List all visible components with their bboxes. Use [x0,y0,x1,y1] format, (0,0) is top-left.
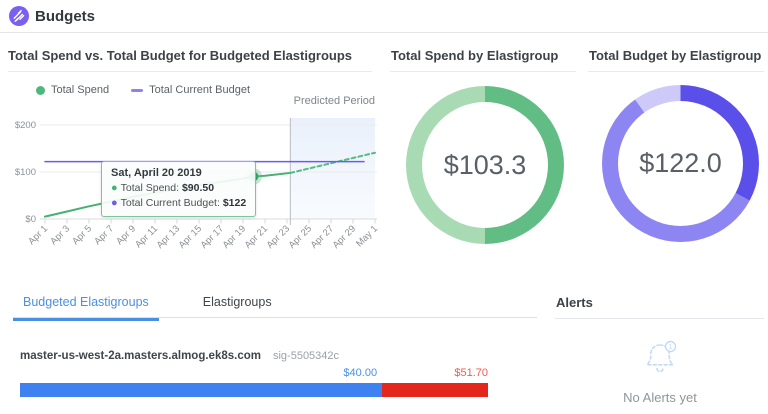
spend-amount-label: $40.00 [343,367,378,379]
bell-icon: 1 [555,336,765,385]
chart-tooltip: Sat, April 20 2019 ● Total Spend: $90.50 … [101,161,257,217]
svg-text:$0: $0 [25,214,36,225]
svg-text:$200: $200 [15,120,36,131]
elastigroup-row[interactable]: master-us-west-2a.masters.almog.ek8s.com… [20,350,339,362]
legend-item-total-current-budget[interactable]: Total Current Budget [131,84,250,96]
svg-text:Apr 21: Apr 21 [243,223,271,251]
legend-dash-icon [131,88,144,92]
svg-text:Apr 19: Apr 19 [221,223,249,251]
overspend-amount-label: $51.70 [454,367,488,379]
bullet-icon: ● [111,196,118,209]
svg-text:Apr 7: Apr 7 [92,223,116,247]
elastigroup-tabs: Budgeted Elastigroups Elastigroups [13,295,282,321]
tooltip-row-spend: ● Total Spend: $90.50 [111,181,215,194]
svg-text:Apr 17: Apr 17 [199,223,227,251]
app-header: Budgets [0,0,768,33]
svg-text:1: 1 [669,344,673,351]
legend-dot-icon [36,85,45,95]
divider [13,317,537,318]
tab-elastigroups[interactable]: Elastigroups [202,295,272,309]
total-budget-donut-chart[interactable]: $122.0 [602,85,759,242]
divider [588,71,764,72]
overspend-bar-segment [382,383,488,397]
spotinst-logo-icon [9,6,29,26]
legend-label: Total Current Budget [149,84,250,96]
svg-text:Apr 15: Apr 15 [177,223,205,251]
elastigroup-name: master-us-west-2a.masters.almog.ek8s.com [20,350,261,362]
tooltip-row-budget: ● Total Current Budget: $122 [111,196,247,209]
budget-progress-bar [20,383,488,397]
page-title: Budgets [35,8,95,25]
divider [8,71,372,72]
svg-text:Apr 29: Apr 29 [331,223,359,251]
svg-text:$100: $100 [15,167,36,178]
elastigroup-id: sig-5505342c [272,350,340,362]
alerts-title: Alerts [556,295,593,310]
spend-donut-title: Total Spend by Elastigroup [391,48,559,63]
bullet-icon: ● [111,181,118,194]
trend-section-title: Total Spend vs. Total Budget for Budgete… [8,48,353,63]
svg-text:Apr 25: Apr 25 [287,223,315,251]
legend-item-total-spend[interactable]: Total Spend [36,84,109,96]
divider [390,71,576,72]
tab-budgeted-elastigroups[interactable]: Budgeted Elastigroups [13,295,159,321]
svg-text:Apr 5: Apr 5 [70,223,94,247]
svg-text:Apr 23: Apr 23 [265,223,293,251]
svg-text:Apr 27: Apr 27 [309,223,337,251]
svg-text:May 1: May 1 [354,223,380,249]
svg-text:Apr 11: Apr 11 [133,223,160,250]
svg-text:Apr 3: Apr 3 [48,223,72,247]
svg-text:Apr 1: Apr 1 [26,223,50,247]
svg-text:Apr 13: Apr 13 [155,223,183,251]
total-spend-value: $103.3 [443,149,527,180]
budget-donut-title: Total Budget by Elastigroup [589,48,762,63]
divider [555,318,764,319]
legend-label: Total Spend [51,84,110,96]
spend-bar-segment [20,383,383,397]
budget-bar-labels: $40.00 $51.70 [20,367,488,380]
tooltip-date: Sat, April 20 2019 [111,167,202,179]
chart-legend: Total Spend Total Current Budget [36,84,250,96]
predicted-period-label: Predicted Period [293,95,375,107]
total-budget-value: $122.0 [639,148,722,178]
total-spend-donut-chart[interactable]: $103.3 [406,86,564,244]
no-alerts-text: No Alerts yet [623,390,697,405]
